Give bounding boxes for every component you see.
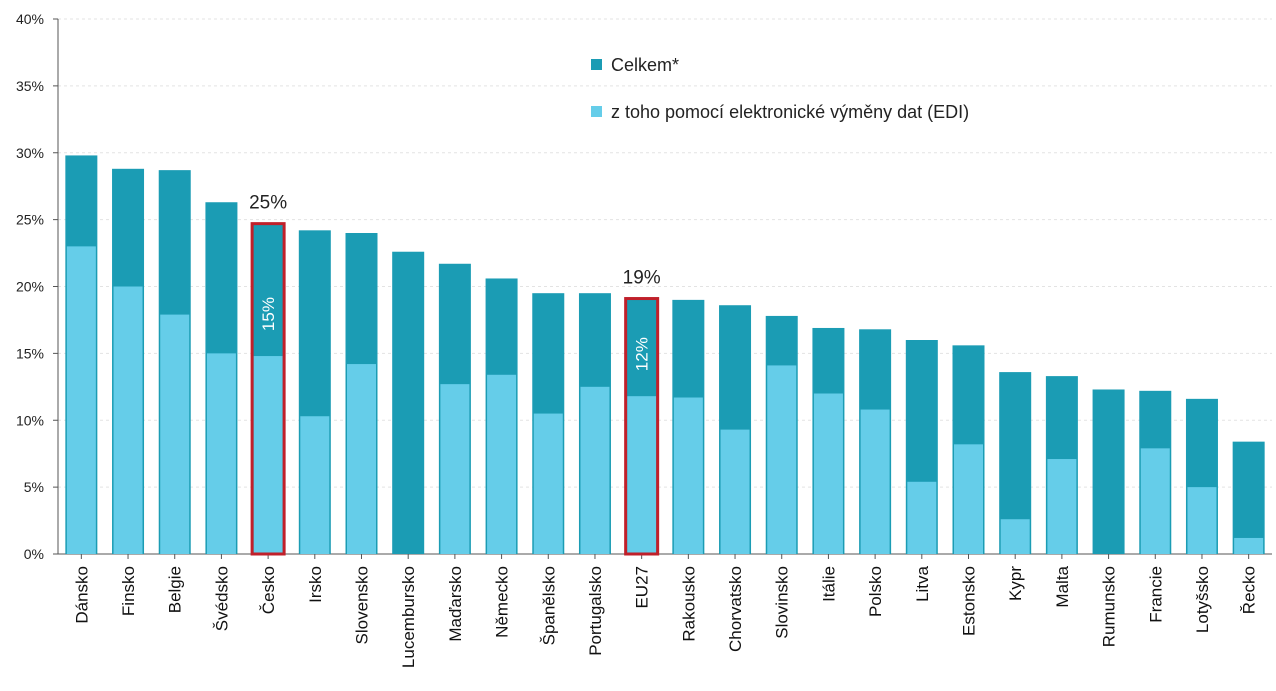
- bars: [65, 155, 1265, 555]
- bar-edi: [533, 413, 563, 554]
- bar-edi: [627, 396, 657, 554]
- x-tick-label: Rumunsko: [1100, 566, 1119, 647]
- bar-edi: [1047, 459, 1077, 554]
- bar-edi: [1234, 537, 1264, 554]
- x-tick-label: Slovinsko: [773, 566, 792, 639]
- edi-value-label: 15%: [259, 297, 278, 331]
- x-tick-label: Malta: [1053, 565, 1072, 607]
- bar-total: [1232, 441, 1265, 554]
- y-tick-label: 20%: [16, 279, 44, 295]
- x-axis-labels: Dánsko Finsko Belgie Švédsko Česko Irsko Slove…: [72, 554, 1259, 668]
- bar-edi: [673, 397, 703, 554]
- x-tick-label: Švédsko: [212, 566, 231, 631]
- bar-edi: [487, 374, 517, 554]
- x-tick-label: Maďarsko: [446, 566, 465, 642]
- highlight-frame: [624, 297, 660, 556]
- y-tick-label: 25%: [16, 212, 44, 228]
- bar-edi: [1187, 487, 1217, 554]
- bar-edi: [1140, 448, 1170, 554]
- bar-edi: [580, 386, 610, 554]
- bar-total: [1092, 389, 1125, 554]
- bar-edi: [113, 286, 143, 554]
- y-tick-label: 30%: [16, 145, 44, 161]
- highlight-frame: [250, 222, 286, 556]
- x-tick-label: Polsko: [866, 566, 885, 617]
- bar-edi: [347, 364, 376, 554]
- x-tick-label: Estonsko: [960, 566, 979, 636]
- legend-swatch-edi: [591, 106, 602, 117]
- annotations: 25% 15% 19% 12%: [249, 193, 661, 556]
- x-tick-label: Dánsko: [72, 566, 91, 624]
- legend-label-total: Celkem*: [611, 55, 679, 75]
- gridlines: [58, 18, 1272, 488]
- x-tick-label: Litva: [913, 565, 932, 601]
- x-tick-label: Francie: [1146, 566, 1165, 623]
- x-tick-label: Německo: [493, 566, 512, 638]
- legend: Celkem* z toho pomocí elektronické výměn…: [591, 55, 969, 122]
- bar-edi: [907, 481, 937, 554]
- y-tick-label: 0%: [24, 546, 44, 562]
- x-tick-label: Řecko: [1240, 566, 1259, 614]
- bar-edi: [954, 444, 983, 554]
- bar-edi: [440, 384, 470, 554]
- bar-edi: [206, 353, 236, 554]
- x-tick-label: Rakousko: [679, 566, 698, 642]
- total-value-label: 25%: [249, 193, 287, 214]
- x-tick-label: EU27: [633, 566, 652, 609]
- x-tick-label: Portugalsko: [586, 566, 605, 656]
- legend-swatch-total: [591, 59, 602, 70]
- x-tick-label: Irsko: [306, 566, 325, 603]
- x-tick-label: Česko: [259, 566, 278, 614]
- bar-edi: [253, 356, 283, 554]
- x-tick-label: Slovensko: [353, 566, 372, 644]
- x-tick-label: Finsko: [119, 566, 138, 616]
- x-tick-label: Španělsko: [539, 566, 558, 645]
- x-tick-label: Chorvatsko: [726, 566, 745, 652]
- y-tick-label: 35%: [16, 78, 44, 94]
- bar-edi: [300, 416, 330, 554]
- x-tick-label: Lotyšsko: [1193, 566, 1212, 633]
- bar-edi: [1000, 519, 1030, 554]
- legend-label-edi: z toho pomocí elektronické výměny dat (E…: [611, 102, 969, 122]
- x-tick-label: Itálie: [819, 566, 838, 602]
- bar-edi: [160, 314, 190, 554]
- y-tick-label: 40%: [16, 11, 44, 27]
- x-tick-label: Kypr: [1006, 566, 1025, 601]
- bar-edi: [720, 429, 750, 554]
- bar-edi: [813, 393, 843, 554]
- bar-edi: [767, 365, 797, 554]
- x-tick-label: Belgie: [166, 566, 185, 613]
- y-tick-label: 10%: [16, 412, 44, 428]
- edi-value-label: 12%: [633, 337, 652, 371]
- bar-total: [392, 251, 425, 554]
- bar-edi: [860, 409, 890, 554]
- total-value-label: 19%: [623, 268, 661, 289]
- y-tick-label: 15%: [16, 345, 44, 361]
- y-tick-label: 5%: [24, 479, 44, 495]
- x-tick-label: Lucembursko: [399, 566, 418, 668]
- bar-edi: [66, 246, 96, 554]
